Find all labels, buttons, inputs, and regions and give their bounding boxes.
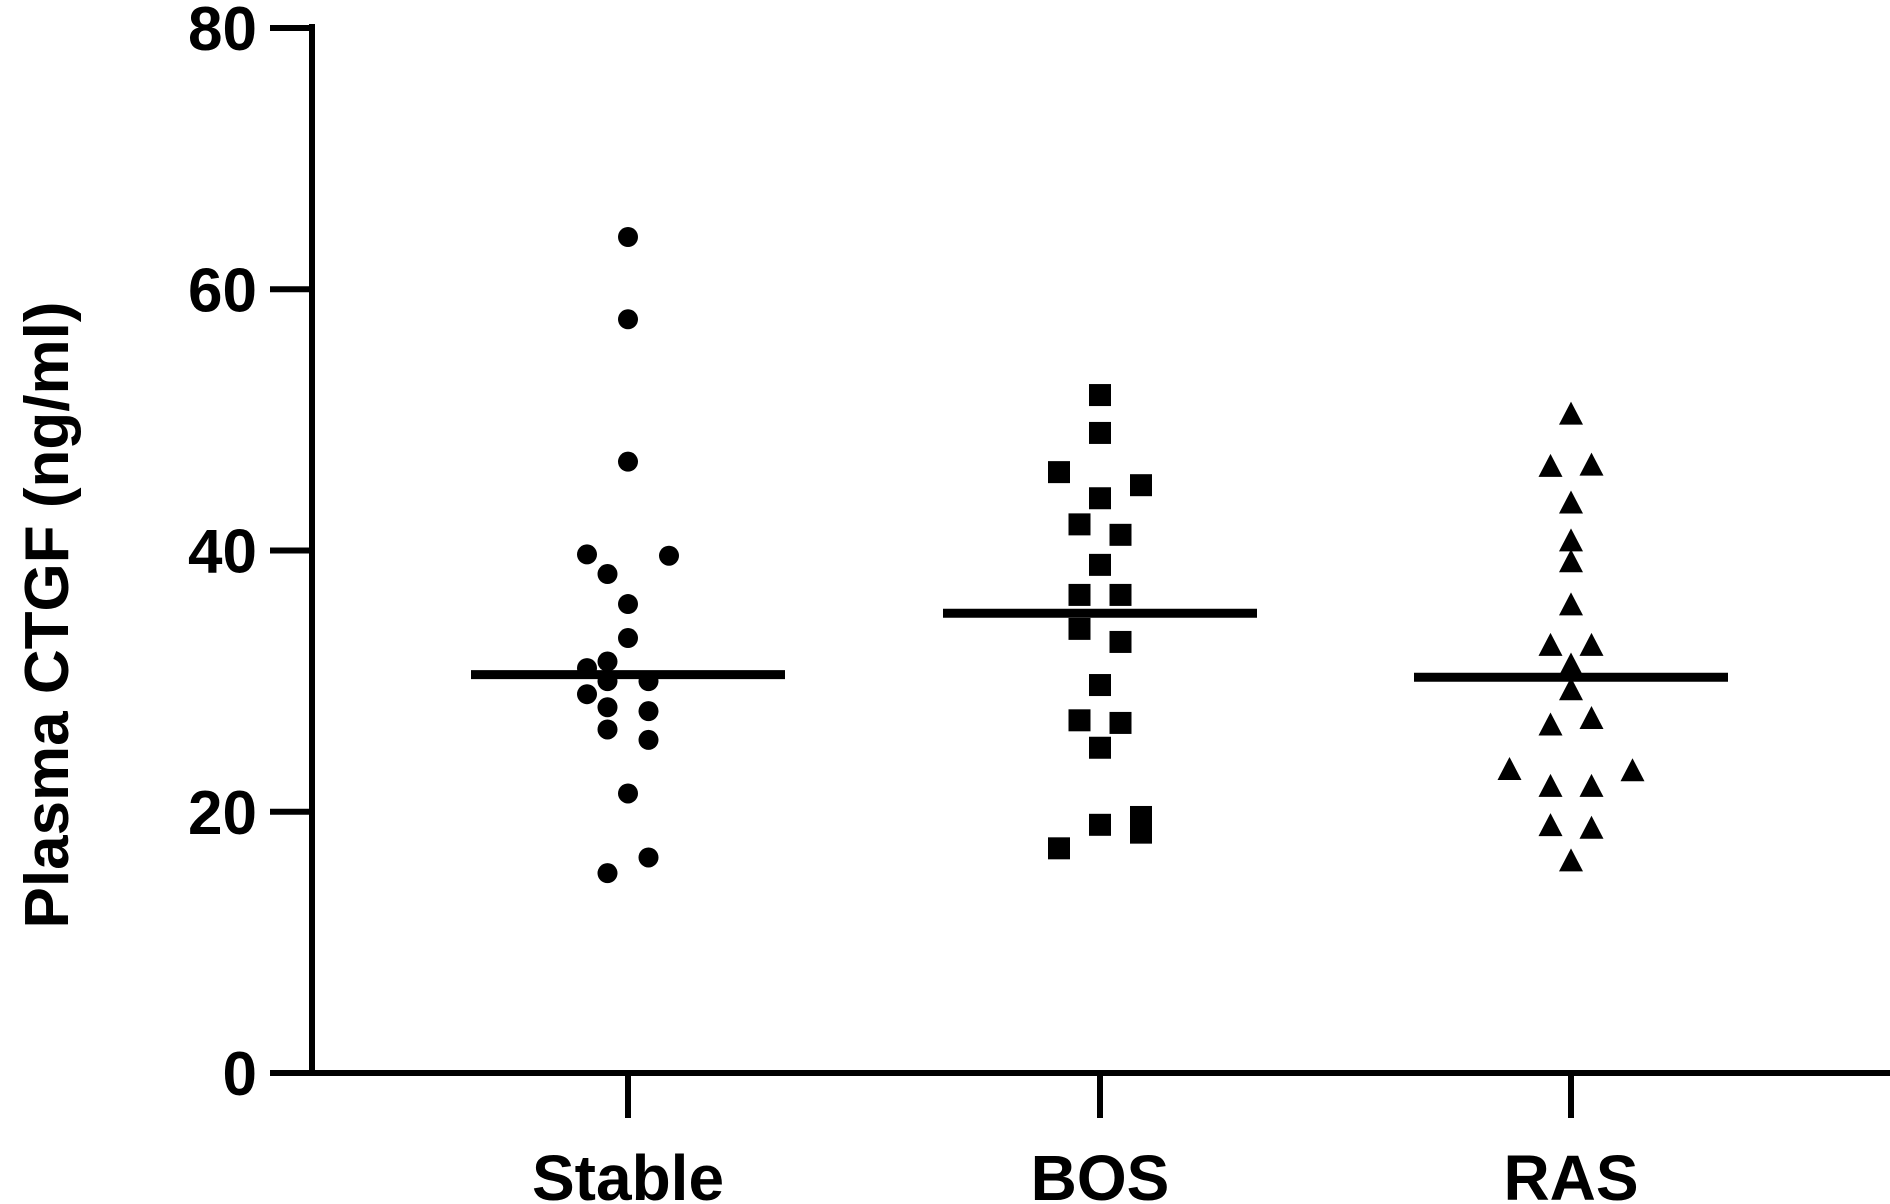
stable-point-6 <box>597 564 618 585</box>
ras-point-14 <box>1497 756 1522 780</box>
ras-point-9 <box>1579 632 1604 656</box>
bos-point-18 <box>1130 821 1152 844</box>
bos-point-3 <box>1048 461 1070 484</box>
bos-point-16 <box>1089 736 1111 759</box>
x-ticks: Stable BOS RAS <box>532 1073 1639 1204</box>
ras-point-17 <box>1579 773 1604 797</box>
stable-point-18 <box>618 783 638 804</box>
ras-point-19 <box>1579 815 1604 839</box>
stable-point-10 <box>597 651 618 672</box>
y-ticks: 0 20 40 60 80 <box>188 0 312 1109</box>
y-tick-label-0: 0 <box>223 1040 257 1109</box>
ras-point-1 <box>1559 401 1583 425</box>
bos-point-1 <box>1089 384 1111 407</box>
data-points <box>577 227 1645 884</box>
x-tick-label-stable: Stable <box>532 1142 724 1204</box>
ras-point-8 <box>1538 632 1563 656</box>
bos-point-11 <box>1068 617 1091 640</box>
bos-point-20 <box>1048 837 1070 860</box>
stable-point-7 <box>618 594 638 615</box>
x-tick-label-bos: BOS <box>1031 1142 1170 1204</box>
x-tick-label-ras: RAS <box>1503 1142 1638 1204</box>
bos-point-9 <box>1068 583 1091 606</box>
median-lines <box>471 608 1728 682</box>
y-tick-label-60: 60 <box>188 256 257 325</box>
ras-point-16 <box>1538 773 1563 797</box>
ras-point-13 <box>1579 706 1604 730</box>
ras-point-20 <box>1559 848 1583 872</box>
stable-point-19 <box>638 847 659 868</box>
bos-point-8 <box>1089 553 1111 576</box>
ras-point-4 <box>1559 490 1583 514</box>
stable-point-11 <box>638 671 659 692</box>
y-axis-label: Plasma CTGF (ng/ml) <box>13 302 82 929</box>
bos-point-15 <box>1109 711 1132 734</box>
bos-point-5 <box>1089 487 1111 510</box>
y-tick-label-20: 20 <box>188 779 257 848</box>
stable-point-1 <box>618 227 638 247</box>
ras-point-3 <box>1579 452 1604 476</box>
ras-point-18 <box>1538 813 1563 837</box>
axes <box>270 24 1890 1076</box>
ras-point-10 <box>1559 652 1583 676</box>
y-tick-label-40: 40 <box>188 518 257 587</box>
stable-point-8 <box>618 628 638 649</box>
stable-point-14 <box>597 697 618 718</box>
y-tick-label-80: 80 <box>188 0 257 64</box>
bos-point-10 <box>1109 583 1132 606</box>
stable-point-9 <box>577 658 597 679</box>
ras-point-11 <box>1559 677 1583 701</box>
stable-point-16 <box>597 719 618 740</box>
stable-point-20 <box>597 863 618 884</box>
ras-point-12 <box>1538 712 1563 736</box>
ras-point-2 <box>1538 453 1563 477</box>
stable-point-17 <box>638 729 659 750</box>
ras-point-6 <box>1559 549 1583 573</box>
bos-point-7 <box>1109 523 1132 546</box>
stable-point-13 <box>577 684 597 705</box>
stable-point-5 <box>659 545 679 566</box>
bos-point-19 <box>1089 813 1111 836</box>
stable-point-4 <box>577 544 597 565</box>
bos-point-2 <box>1089 421 1111 444</box>
bos-point-12 <box>1109 630 1132 653</box>
stable-point-2 <box>618 309 638 330</box>
ras-point-7 <box>1559 592 1583 616</box>
stable-point-15 <box>638 701 659 722</box>
stable-point-3 <box>618 451 638 472</box>
ras-point-5 <box>1559 528 1583 552</box>
bos-point-13 <box>1089 674 1111 697</box>
bos-point-4 <box>1130 474 1152 497</box>
bos-point-6 <box>1068 513 1091 536</box>
bos-point-14 <box>1068 709 1091 732</box>
ras-point-15 <box>1620 758 1645 782</box>
stable-point-12 <box>597 671 618 692</box>
